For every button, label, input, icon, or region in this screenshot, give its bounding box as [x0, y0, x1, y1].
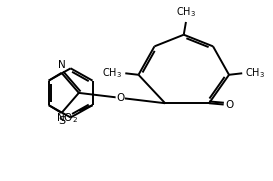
Text: CH$_3$: CH$_3$ [176, 5, 197, 19]
Text: CH$_3$: CH$_3$ [102, 66, 122, 80]
Text: CH$_3$: CH$_3$ [245, 66, 265, 80]
Text: S: S [58, 116, 65, 126]
Text: NO$_2$: NO$_2$ [56, 111, 78, 125]
Text: O: O [226, 100, 234, 110]
Text: N: N [58, 60, 66, 70]
Text: O: O [116, 93, 124, 103]
